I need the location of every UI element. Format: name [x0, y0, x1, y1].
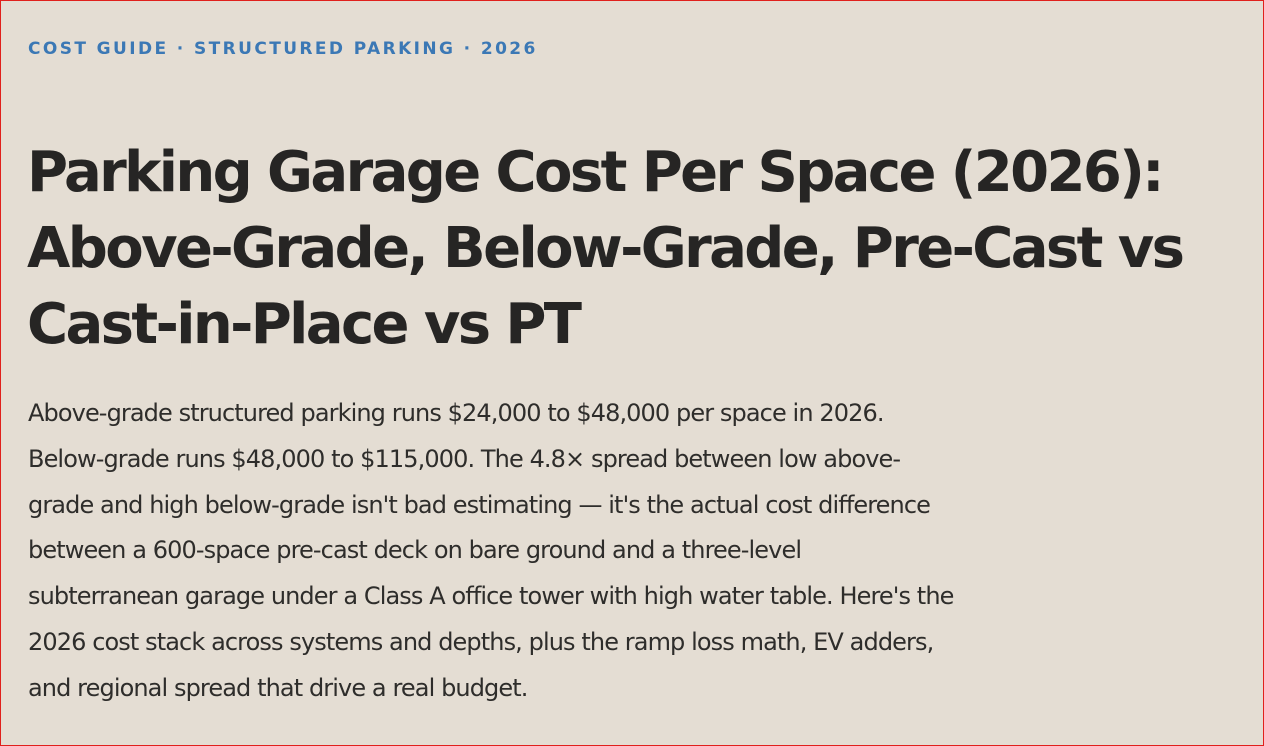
- page-title-line-1: Parking Garage Cost Per Space (2026):: [27, 140, 1165, 205]
- page-title: Parking Garage Cost Per Space (2026): Ab…: [27, 135, 1247, 363]
- intro-line-5: subterranean garage under a Class A offi…: [28, 582, 954, 611]
- intro-paragraph: Above-grade structured parking runs $24,…: [28, 391, 1148, 712]
- intro-line-2: Below-grade runs $48,000 to $115,000. Th…: [28, 444, 901, 473]
- intro-line-6: 2026 cost stack across systems and depth…: [28, 627, 934, 656]
- page-title-line-3: Cast-in-Place vs PT: [27, 292, 582, 357]
- intro-line-7: and regional spread that drive a real bu…: [28, 673, 528, 702]
- category-eyebrow: COST GUIDE · STRUCTURED PARKING · 2026: [28, 39, 538, 59]
- intro-line-1: Above-grade structured parking runs $24,…: [28, 399, 884, 427]
- intro-line-4: between a 600-space pre-cast deck on bar…: [28, 536, 802, 565]
- page-title-line-2: Above-Grade, Below-Grade, Pre-Cast vs: [27, 216, 1185, 281]
- intro-line-3: grade and high below-grade isn't bad est…: [28, 490, 931, 519]
